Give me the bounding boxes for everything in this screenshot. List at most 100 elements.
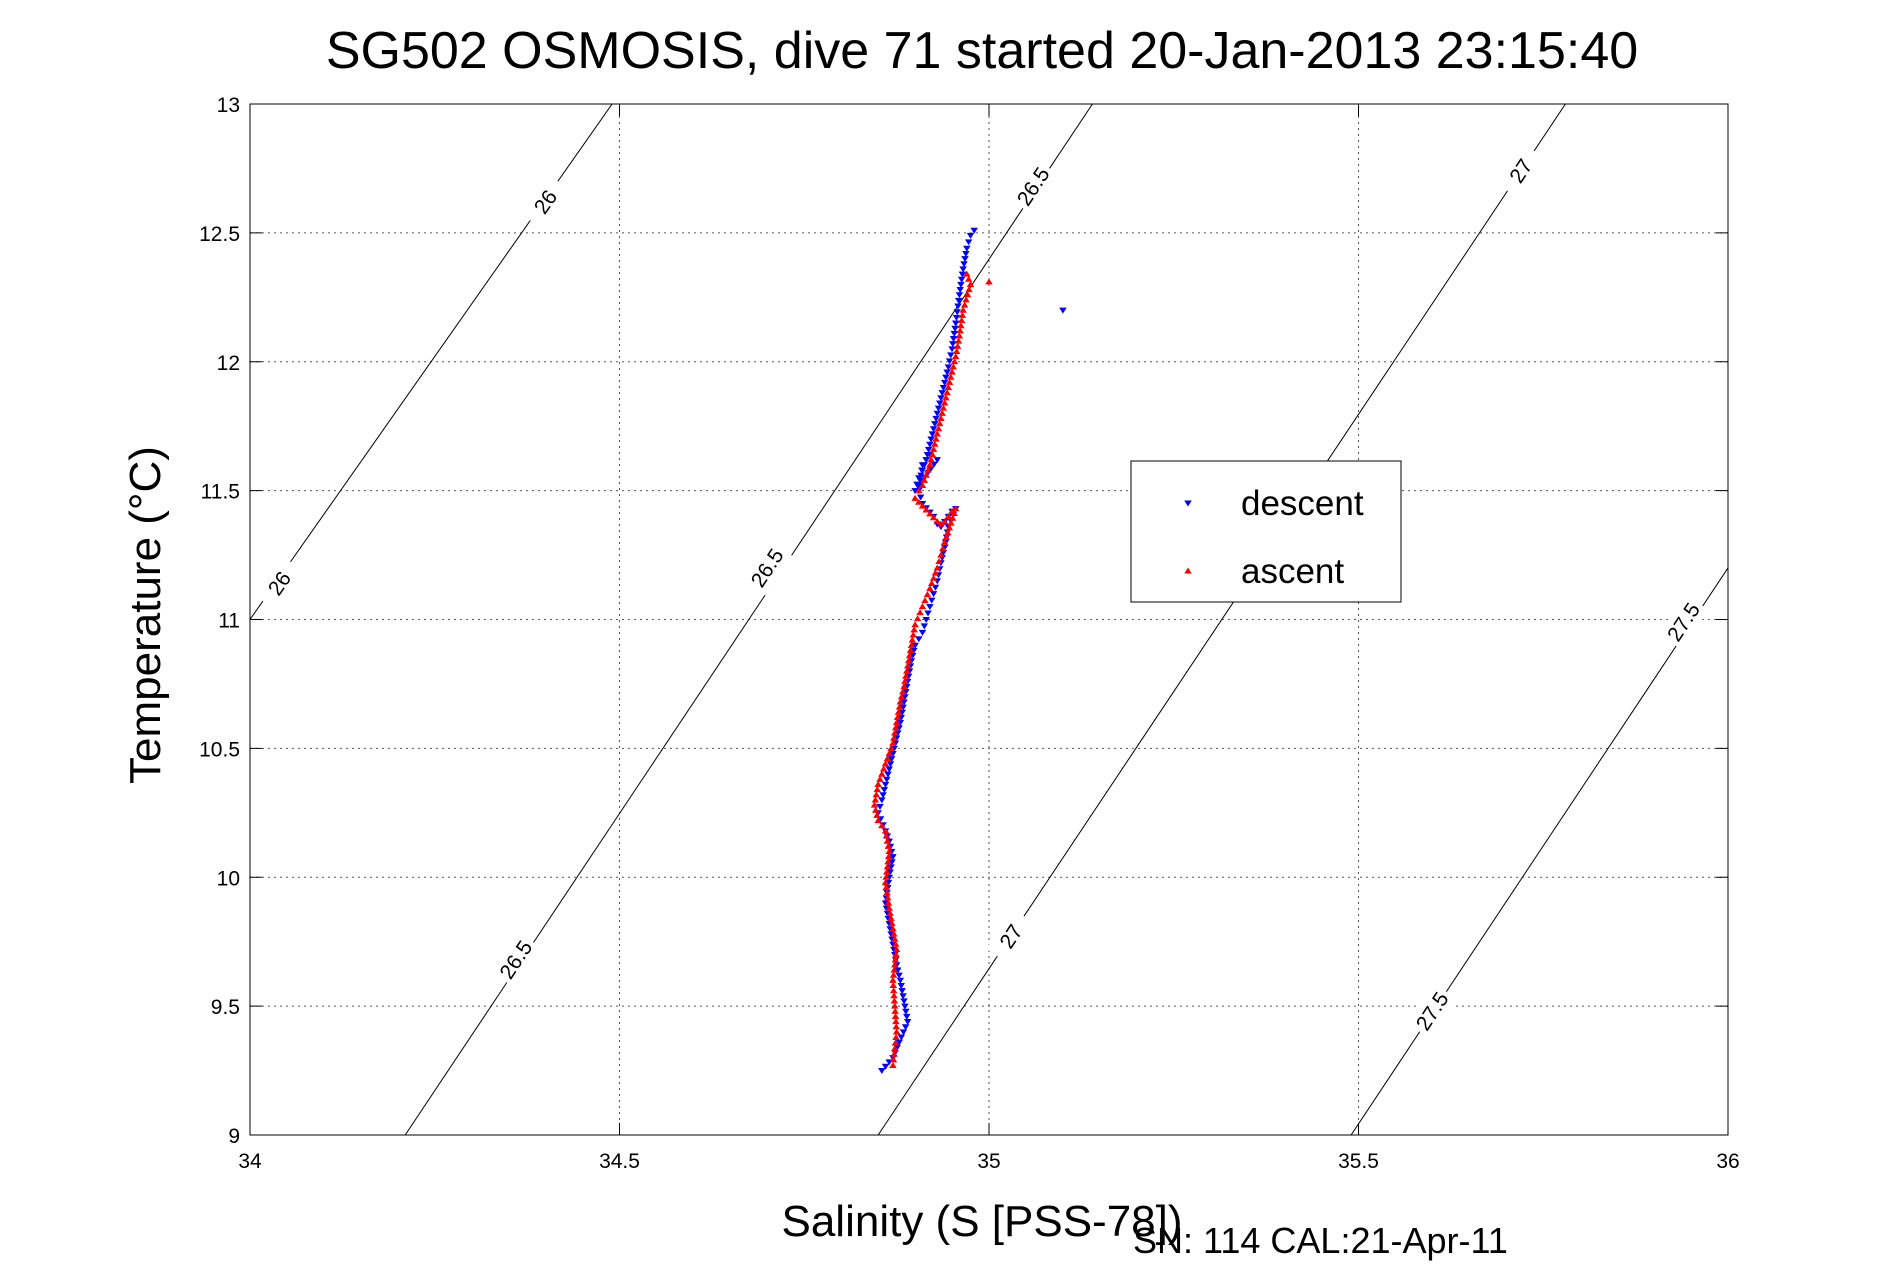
- y-tick-label: 11: [218, 610, 240, 633]
- data-point-ascent: [889, 976, 897, 983]
- data-point-ascent: [928, 451, 937, 458]
- data-point-descent: [927, 597, 936, 604]
- data-point-ascent: [871, 796, 880, 803]
- data-point-ascent: [892, 945, 901, 952]
- data-point-ascent: [883, 863, 892, 870]
- data-point-ascent: [891, 956, 900, 963]
- data-point-descent: [942, 374, 950, 381]
- data-point-ascent: [926, 510, 934, 517]
- data-point-ascent: [885, 750, 893, 757]
- data-point-ascent: [881, 760, 890, 767]
- data-point-ascent: [935, 420, 944, 427]
- data-point-ascent: [909, 631, 917, 638]
- data-point-ascent: [953, 342, 962, 349]
- data-point-descent: [901, 1024, 910, 1031]
- y-tick-label: 10.5: [199, 738, 240, 761]
- data-point-ascent: [884, 899, 893, 906]
- data-point-descent: [897, 982, 905, 989]
- data-point-ascent: [958, 311, 967, 318]
- data-point-ascent: [963, 270, 971, 277]
- data-point-ascent: [889, 1056, 898, 1063]
- data-point-descent: [933, 410, 942, 417]
- data-point-descent: [881, 781, 890, 788]
- data-point-descent: [954, 303, 962, 310]
- data-point-descent: [966, 232, 975, 239]
- data-point-descent: [917, 472, 925, 479]
- contour-label-bg: [986, 908, 1037, 965]
- data-point-ascent: [903, 662, 912, 669]
- data-point-descent: [964, 239, 973, 246]
- data-point-descent: [927, 436, 935, 443]
- data-point-descent: [899, 1029, 908, 1036]
- data-point-descent: [898, 988, 906, 995]
- data-point-descent: [932, 415, 940, 422]
- data-point-ascent: [872, 791, 881, 798]
- legend-marker-descent: [1184, 500, 1192, 507]
- data-point-ascent: [929, 574, 938, 581]
- data-point-descent: [951, 325, 959, 332]
- data-point-descent: [895, 972, 903, 979]
- data-point-ascent: [942, 533, 950, 540]
- data-point-ascent: [904, 657, 913, 664]
- data-point-ascent: [883, 837, 892, 844]
- data-point-ascent: [933, 564, 942, 571]
- data-point-ascent: [892, 1023, 900, 1030]
- data-point-ascent: [944, 529, 952, 536]
- data-point-ascent: [890, 966, 898, 973]
- data-point-ascent: [915, 498, 923, 505]
- data-point-descent: [943, 369, 951, 376]
- data-point-ascent: [874, 817, 882, 824]
- data-point-ascent: [934, 425, 943, 432]
- data-point-ascent: [911, 494, 919, 501]
- data-point-ascent: [913, 615, 922, 622]
- data-point-descent: [883, 776, 891, 783]
- data-point-ascent: [891, 1039, 900, 1046]
- data-point-ascent: [945, 378, 954, 385]
- data-point-descent: [903, 1019, 912, 1026]
- data-point-ascent: [887, 744, 895, 751]
- legend-box: [1130, 460, 1402, 603]
- data-point-ascent: [882, 884, 891, 891]
- data-point-ascent: [883, 868, 891, 875]
- contour-label-bg: [742, 540, 793, 596]
- data-point-ascent: [900, 683, 908, 690]
- y-tick-label: 13: [217, 94, 240, 117]
- data-point-ascent: [939, 545, 947, 552]
- data-point-descent: [929, 591, 938, 598]
- data-point-ascent: [943, 389, 951, 396]
- data-point-descent: [931, 584, 940, 591]
- legend-marker-ascent: [1184, 567, 1192, 574]
- data-point-ascent: [870, 801, 879, 808]
- data-point-ascent: [890, 992, 898, 999]
- data-point-ascent: [882, 832, 891, 839]
- data-point-descent: [916, 477, 925, 484]
- data-point-ascent: [944, 512, 953, 519]
- data-point-ascent: [887, 915, 895, 922]
- data-point-ascent: [952, 347, 961, 354]
- data-point-ascent: [933, 518, 942, 525]
- data-point-ascent: [889, 739, 897, 746]
- data-point-ascent: [922, 471, 930, 478]
- contour-label-bg: [254, 555, 305, 612]
- data-point-ascent: [891, 1002, 899, 1009]
- data-point-ascent: [922, 506, 930, 513]
- data-point-descent: [924, 610, 932, 617]
- data-point-ascent: [881, 827, 890, 834]
- data-point-ascent: [894, 708, 903, 715]
- y-tick-label: 12: [217, 352, 240, 375]
- data-point-descent: [940, 379, 949, 386]
- data-point-ascent: [931, 569, 940, 576]
- data-point-descent: [957, 276, 966, 283]
- data-point-descent: [915, 636, 923, 643]
- data-point-descent: [929, 426, 938, 433]
- data-point-ascent: [892, 1028, 901, 1035]
- data-point-descent: [888, 859, 896, 866]
- data-point-descent: [876, 803, 884, 810]
- data-point-descent: [937, 395, 945, 402]
- data-point-ascent: [873, 786, 881, 793]
- data-point-ascent: [935, 558, 943, 565]
- y-tick-label: 9: [228, 1125, 240, 1148]
- data-point-ascent: [890, 930, 898, 937]
- data-point-descent: [918, 629, 927, 636]
